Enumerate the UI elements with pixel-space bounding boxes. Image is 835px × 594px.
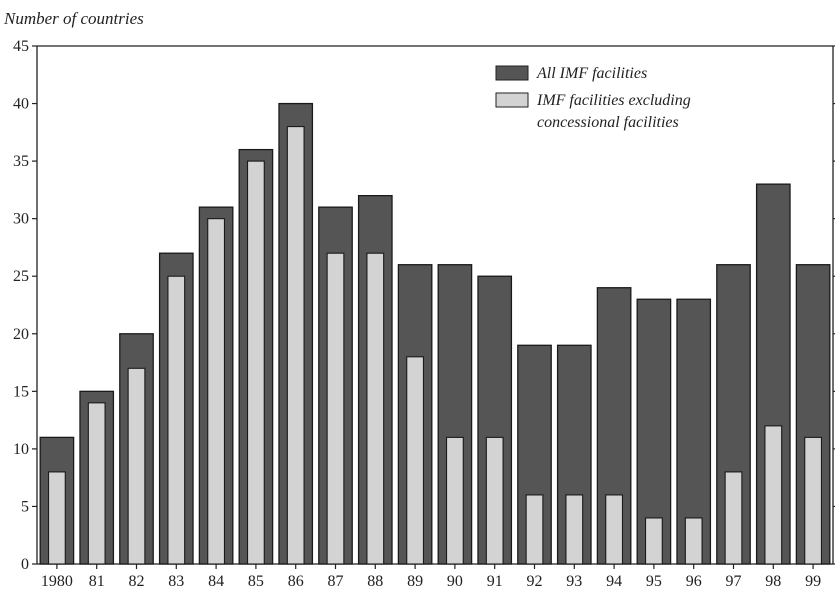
x-tick-label: 89 [407, 573, 423, 590]
x-tick-label: 96 [686, 573, 702, 590]
bar-excluding-concessional-84 [207, 218, 226, 565]
bar-excluding-concessional-94 [605, 494, 624, 565]
bar-excluding-concessional-81 [87, 402, 106, 565]
x-tick-label: 84 [208, 573, 224, 590]
x-tick-label: 94 [606, 573, 622, 590]
x-tick-label: 82 [129, 573, 145, 590]
x-tick-label: 85 [248, 573, 264, 590]
x-axis-ticks: 1980 81 82 83 84 85 86 87 88 89 90 91 92 93 94 95 96 97 98… [41, 564, 821, 590]
bar-excluding-concessional-90 [445, 436, 464, 565]
x-tick-label: 88 [367, 573, 383, 590]
y-tick-label: 5 [21, 498, 29, 515]
x-tick-label: 97 [726, 573, 742, 590]
bar-excluding-concessional-97 [724, 471, 743, 565]
plot-area: 0 5 10 15 20 25 30 35 40 45 1980 81 82 83 84 85 86 87 88 8… [13, 38, 835, 590]
x-tick-label: 1980 [41, 573, 73, 590]
y-tick-label: 30 [13, 211, 29, 228]
legend-swatch-all-imf [495, 65, 529, 81]
bar-excluding-concessional-96 [684, 517, 703, 565]
x-tick-label: 92 [527, 573, 543, 590]
bar-excluding-concessional-86 [286, 126, 305, 565]
bar-excluding-concessional-88 [366, 252, 385, 565]
bar-excluding-concessional-98 [764, 425, 783, 565]
bar-excluding-concessional-1980 [47, 471, 66, 565]
y-axis-label: Number of countries [3, 9, 144, 28]
y-tick-label: 20 [13, 326, 29, 343]
legend-label-excluding-concessional-line2: concessional facilities [537, 114, 679, 131]
x-tick-label: 87 [328, 573, 344, 590]
bar-excluding-concessional-92 [525, 494, 544, 565]
bar-excluding-concessional-83 [167, 275, 186, 565]
bar-excluding-concessional-93 [565, 494, 584, 565]
x-tick-label: 99 [805, 573, 821, 590]
bar-excluding-concessional-91 [485, 436, 504, 565]
y-tick-label: 45 [13, 38, 29, 55]
x-tick-label: 95 [646, 573, 662, 590]
legend-label-excluding-concessional-line1: IMF facilities excluding [536, 92, 691, 109]
bar-all-imf-98 [755, 183, 791, 565]
bar-excluding-concessional-95 [644, 517, 663, 565]
bars [39, 102, 831, 565]
y-tick-label: 35 [13, 153, 29, 170]
x-tick-label: 91 [487, 573, 503, 590]
x-tick-label: 90 [447, 573, 463, 590]
bar-excluding-concessional-89 [406, 356, 425, 565]
x-tick-label: 93 [566, 573, 582, 590]
bar-excluding-concessional-82 [127, 367, 146, 565]
y-tick-label: 40 [13, 96, 29, 113]
legend-label-all-imf: All IMF facilities [536, 65, 647, 82]
bar-excluding-concessional-85 [246, 160, 265, 565]
y-tick-label: 10 [13, 441, 29, 458]
bar-excluding-concessional-87 [326, 252, 345, 565]
legend: All IMF facilities IMF facilities exclud… [495, 65, 691, 131]
bar-excluding-concessional-99 [804, 436, 823, 565]
y-tick-label: 0 [21, 556, 29, 573]
y-tick-label: 15 [13, 383, 29, 400]
y-tick-label: 25 [13, 268, 29, 285]
x-tick-label: 81 [89, 573, 105, 590]
y-axis-ticks: 0 5 10 15 20 25 30 35 40 45 [13, 38, 835, 573]
x-tick-label: 83 [168, 573, 184, 590]
legend-swatch-excluding-concessional [495, 92, 529, 108]
x-tick-label: 86 [288, 573, 304, 590]
x-tick-label: 98 [765, 573, 781, 590]
